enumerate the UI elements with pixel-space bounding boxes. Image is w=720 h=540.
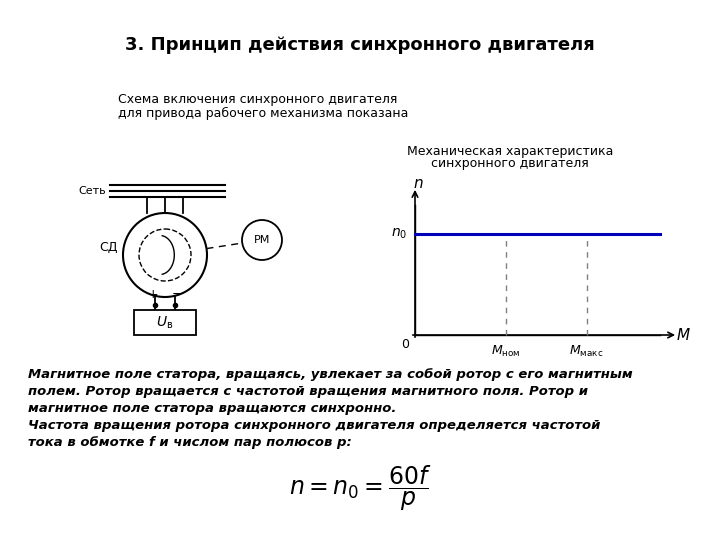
Text: $M_\mathrm{макс}$: $M_\mathrm{макс}$ — [570, 343, 603, 359]
Text: Магнитное поле статора, вращаясь, увлекает за собой ротор с его магнитным: Магнитное поле статора, вращаясь, увлека… — [28, 368, 633, 381]
Bar — [134, 310, 196, 335]
Text: $n$: $n$ — [413, 176, 423, 191]
Text: 0: 0 — [401, 339, 409, 352]
Text: $U_\mathrm{в}$: $U_\mathrm{в}$ — [156, 314, 174, 330]
Text: РМ: РМ — [254, 235, 270, 245]
Text: СД: СД — [100, 240, 118, 253]
Text: $M$: $M$ — [675, 327, 690, 343]
Text: полем. Ротор вращается с частотой вращения магнитного поля. Ротор и: полем. Ротор вращается с частотой вращен… — [28, 385, 588, 398]
Text: синхронного двигателя: синхронного двигателя — [431, 158, 589, 171]
Text: Сеть: Сеть — [78, 186, 106, 196]
Text: +: + — [148, 288, 158, 301]
Text: 3. Принцип действия синхронного двигателя: 3. Принцип действия синхронного двигател… — [125, 36, 595, 54]
Text: $n_0$: $n_0$ — [391, 226, 407, 241]
Text: Частота вращения ротора синхронного двигателя определяется частотой: Частота вращения ротора синхронного двиг… — [28, 419, 600, 432]
Text: для привода рабочего механизма показана: для привода рабочего механизма показана — [118, 106, 408, 119]
Text: Механическая характеристика: Механическая характеристика — [407, 145, 613, 159]
Text: тока в обмотке f и числом пар полюсов p:: тока в обмотке f и числом пар полюсов p: — [28, 436, 352, 449]
Text: $n = n_0 = \dfrac{60f}{p}$: $n = n_0 = \dfrac{60f}{p}$ — [289, 463, 431, 512]
Text: $M_\mathrm{ном}$: $M_\mathrm{ном}$ — [491, 343, 521, 359]
Text: магнитное поле статора вращаются синхронно.: магнитное поле статора вращаются синхрон… — [28, 402, 397, 415]
Text: Схема включения синхронного двигателя: Схема включения синхронного двигателя — [118, 93, 397, 106]
Text: −: − — [172, 288, 182, 301]
